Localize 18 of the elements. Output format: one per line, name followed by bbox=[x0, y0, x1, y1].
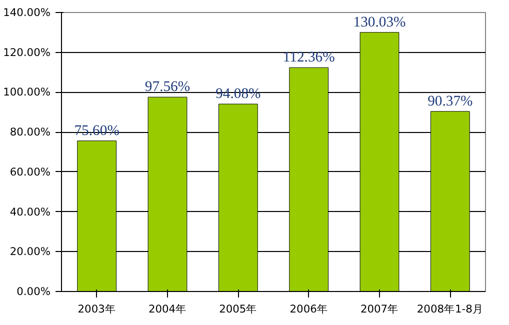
data-label: 97.56% bbox=[144, 79, 190, 96]
x-tick-label: 2008年1-8月 bbox=[416, 302, 484, 316]
y-tick-label: 140.00% bbox=[3, 6, 51, 19]
x-tick-label: 2007年 bbox=[360, 302, 399, 316]
y-tick-label: 120.00% bbox=[3, 46, 51, 59]
x-tick-label: 2005年 bbox=[219, 302, 258, 316]
y-tick-label: 40.00% bbox=[10, 205, 51, 218]
x-tick-label: 2006年 bbox=[290, 302, 328, 316]
x-tick-label: 2004年 bbox=[148, 302, 187, 316]
y-tick-label: 60.00% bbox=[10, 165, 51, 178]
data-label: 130.03% bbox=[353, 14, 406, 30]
y-tick-label: 0.00% bbox=[16, 285, 51, 298]
data-label: 90.37% bbox=[428, 93, 473, 110]
y-tick-label: 100.00% bbox=[3, 86, 51, 99]
y-tick-label: 80.00% bbox=[10, 126, 51, 139]
data-label: 112.36% bbox=[282, 50, 335, 66]
x-tick-label: 2003年 bbox=[78, 302, 116, 316]
y-tick-label: 20.00% bbox=[10, 245, 51, 258]
